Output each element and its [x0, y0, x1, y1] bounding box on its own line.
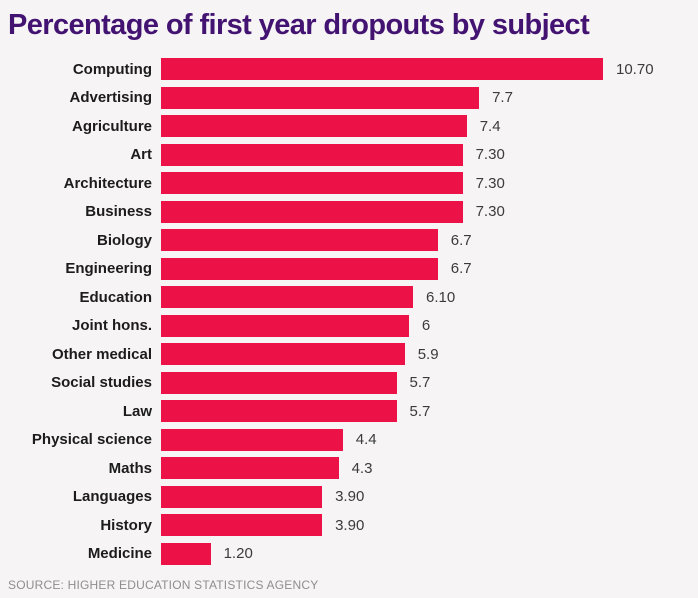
- bar: [161, 58, 603, 81]
- category-label: Physical science: [31, 431, 152, 449]
- category-label: Art: [130, 146, 152, 164]
- chart-title: Percentage of first year dropouts by sub…: [8, 9, 590, 41]
- category-label: Other medical: [51, 345, 152, 363]
- bar-track: 4.4: [161, 426, 690, 455]
- category-label: Agriculture: [71, 117, 152, 135]
- category-label: Business: [85, 203, 152, 221]
- bar: [161, 457, 339, 480]
- bar-row: Education 6.10: [0, 283, 690, 312]
- bar: [161, 86, 480, 109]
- value-label: 3.90: [335, 516, 365, 534]
- bar-track: 6.10: [161, 283, 690, 312]
- bar: [161, 172, 463, 195]
- bar: [161, 257, 438, 280]
- value-label: 10.70: [616, 60, 654, 78]
- bar: [161, 286, 413, 309]
- category-label: Social studies: [51, 374, 152, 392]
- bar-row: Advertising 7.7: [0, 84, 690, 113]
- value-label: 6.10: [426, 288, 456, 306]
- value-label: 7.30: [475, 146, 505, 164]
- bar-row: History 3.90: [0, 511, 690, 540]
- value-label: 7.30: [475, 203, 505, 221]
- value-label: 5.7: [409, 374, 431, 392]
- bar-track: 1.20: [161, 540, 690, 569]
- bar: [161, 115, 467, 138]
- value-label: 7.4: [479, 117, 501, 135]
- bar-row: Computing 10.70: [0, 55, 690, 84]
- value-label: 5.7: [409, 402, 431, 420]
- source-credit: SOURCE: HIGHER EDUCATION STATISTICS AGEN…: [8, 578, 319, 592]
- bar-row: Joint hons. 6: [0, 312, 690, 341]
- category-label: Advertising: [69, 89, 152, 107]
- category-label: History: [100, 516, 152, 534]
- bar-row: Other medical 5.9: [0, 340, 690, 369]
- bar-track: 5.9: [161, 340, 690, 369]
- bar-row: Law 5.7: [0, 397, 690, 426]
- bar-row: Art 7.30: [0, 141, 690, 170]
- category-label: Law: [122, 402, 152, 420]
- bar: [161, 542, 211, 565]
- bar-row: Architecture 7.30: [0, 169, 690, 198]
- bar-track: 6.7: [161, 255, 690, 284]
- bar: [161, 343, 405, 366]
- bar-track: 3.90: [161, 511, 690, 540]
- bar: [161, 514, 323, 537]
- value-label: 4.3: [351, 459, 373, 477]
- bar-chart: Computing 10.70 Advertising 7.7 Agriculture 7…: [0, 42, 698, 578]
- bar-track: 5.7: [161, 397, 690, 426]
- bar-track: 6: [161, 312, 690, 341]
- value-label: 4.4: [355, 431, 377, 449]
- bar: [161, 485, 323, 508]
- bar: [161, 400, 397, 423]
- category-label: Languages: [72, 488, 152, 506]
- category-label: Maths: [108, 459, 152, 477]
- bar-row: Medicine 1.20: [0, 540, 690, 569]
- bar-track: 5.7: [161, 369, 690, 398]
- value-label: 1.20: [223, 545, 253, 563]
- bar: [161, 371, 397, 394]
- value-label: 7.30: [475, 174, 505, 192]
- bar-row: Social studies 5.7: [0, 369, 690, 398]
- bar-row: Physical science 4.4: [0, 426, 690, 455]
- bar: [161, 229, 438, 252]
- bar: [161, 314, 409, 337]
- bar-track: 7.30: [161, 141, 690, 170]
- bar-track: 7.30: [161, 169, 690, 198]
- bar-track: 7.7: [161, 84, 690, 113]
- category-label: Biology: [97, 231, 152, 249]
- category-label: Architecture: [63, 174, 152, 192]
- bar: [161, 428, 343, 451]
- value-label: 7.7: [492, 89, 513, 107]
- bar: [161, 143, 463, 166]
- bar-row: Biology 6.7: [0, 226, 690, 255]
- bar-track: 10.70: [161, 55, 690, 84]
- bar-row: Business 7.30: [0, 198, 690, 227]
- bar-track: 7.30: [161, 198, 690, 227]
- bar-row: Maths 4.3: [0, 454, 690, 483]
- bar-track: 4.3: [161, 454, 690, 483]
- category-label: Computing: [72, 60, 152, 78]
- value-label: 6: [421, 317, 431, 335]
- category-label: Joint hons.: [72, 317, 152, 335]
- bar-row: Engineering 6.7: [0, 255, 690, 284]
- bar-row: Languages 3.90: [0, 483, 690, 512]
- value-label: 5.9: [417, 345, 439, 363]
- value-label: 3.90: [335, 488, 365, 506]
- category-label: Education: [79, 288, 152, 306]
- bar-track: 7.4: [161, 112, 690, 141]
- bar: [161, 200, 463, 223]
- bar-row: Agriculture 7.4: [0, 112, 690, 141]
- bar-track: 3.90: [161, 483, 690, 512]
- value-label: 6.7: [450, 231, 472, 249]
- value-label: 6.7: [450, 260, 472, 278]
- bar-track: 6.7: [161, 226, 690, 255]
- category-label: Medicine: [87, 545, 152, 563]
- category-label: Engineering: [65, 260, 152, 278]
